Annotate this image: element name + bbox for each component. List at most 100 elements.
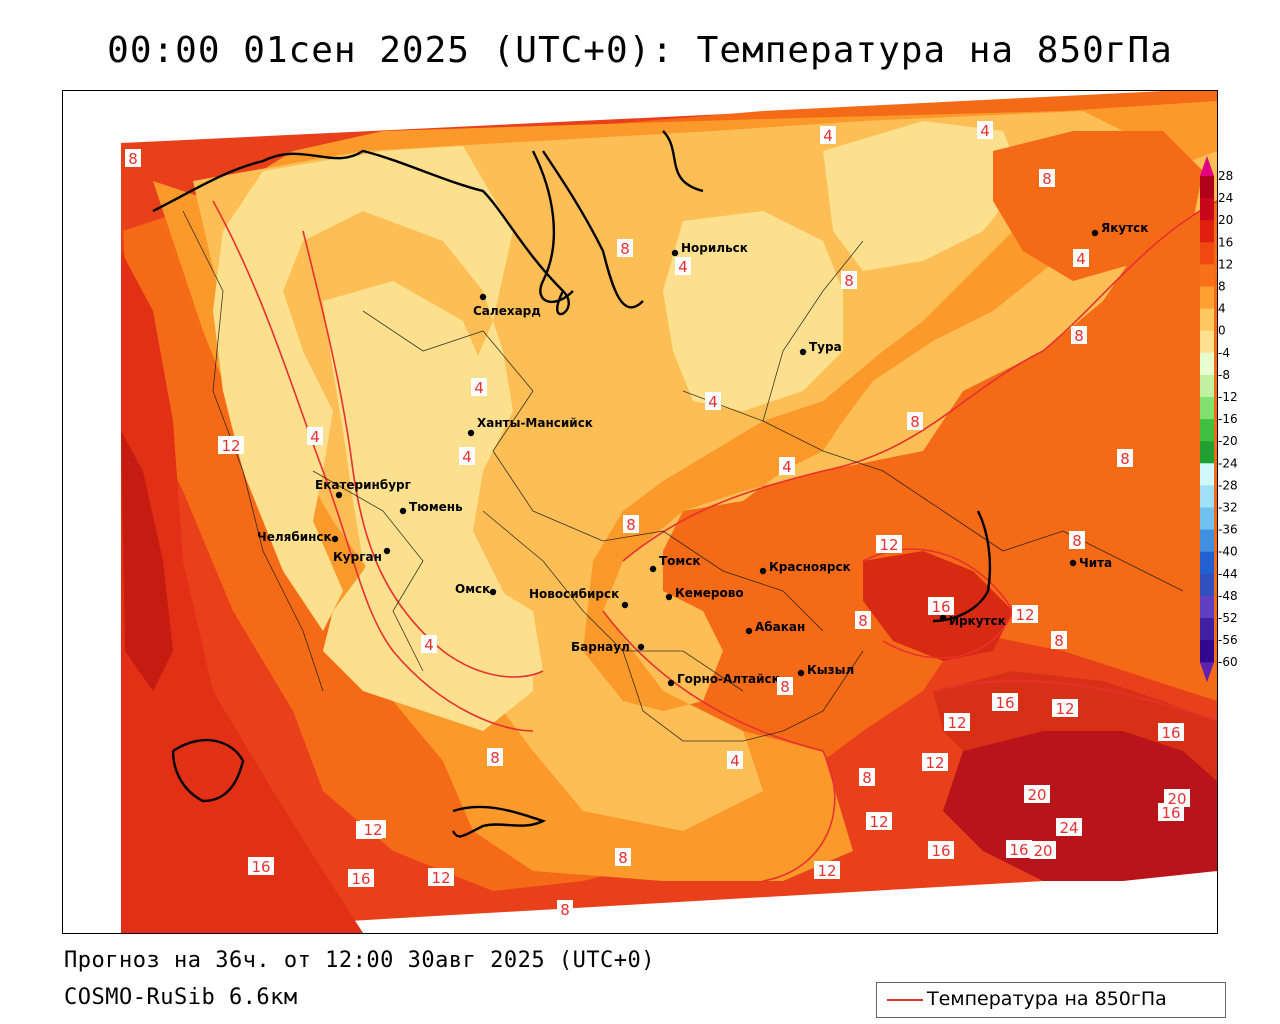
- isotherm-label: 8: [615, 848, 631, 867]
- isotherm-label-text: 8: [1072, 532, 1082, 550]
- isotherm-label-text: 8: [620, 240, 630, 258]
- isotherm-label-text: 12: [431, 869, 450, 887]
- city-barnaul: Барнаул: [571, 640, 645, 654]
- colorbar-segment: [1200, 441, 1214, 464]
- legend-label: Температура на 850гПа: [927, 988, 1167, 1010]
- isotherm-label-box: [1024, 785, 1050, 803]
- colorbar-segment: [1200, 286, 1214, 310]
- isotherm-label-box: [907, 412, 923, 430]
- isotherm-label-text: 4: [678, 258, 688, 276]
- zone-0-northeast: [823, 121, 1023, 271]
- isotherm-label: 4: [471, 378, 487, 397]
- colorbar-tick-label: -24: [1218, 456, 1238, 470]
- isotherm-label-text: 16: [351, 870, 370, 888]
- isotherm-label-box: [1164, 789, 1190, 807]
- colorbar-tick-label: 12: [1218, 257, 1233, 271]
- isotherm-label: 8: [1039, 169, 1055, 188]
- isotherm-label-box: [1069, 531, 1085, 549]
- city-chelyabinsk: Челябинск: [257, 530, 339, 544]
- isotherm-label-text: 4: [708, 393, 718, 411]
- zone-0-central: [323, 281, 543, 691]
- isotherm-label-text: 16: [1161, 804, 1180, 822]
- isotherm-label: 12: [876, 535, 902, 554]
- colorbar-tick-label: -4: [1218, 346, 1230, 360]
- isotherm-label-text: 4: [310, 428, 320, 446]
- isotherm-label-box: [727, 751, 743, 769]
- colorbar-tick-label: -48: [1218, 589, 1238, 603]
- zone-12-yakutsk: [993, 131, 1203, 281]
- lake-balkhash: [451, 805, 547, 838]
- colorbar-segment: [1200, 198, 1214, 221]
- isotherm-label-text: 8: [490, 749, 500, 767]
- isotherm-label-text: 8: [618, 849, 628, 867]
- city-label: Иркутск: [949, 614, 1006, 628]
- colorbar-tick-label: 8: [1218, 280, 1226, 294]
- city-dot: [489, 588, 497, 596]
- city-dot: [467, 429, 475, 437]
- isotherm-label: 16: [928, 597, 954, 616]
- isotherm-label: 4: [1073, 249, 1089, 268]
- city-norilsk: Норильск: [671, 241, 748, 257]
- arctic-coast: [152, 130, 704, 316]
- colorbar-bottom-arrow: [1200, 662, 1214, 683]
- colorbar-tick-label: 24: [1218, 191, 1233, 205]
- city-dot: [399, 507, 407, 515]
- city-dot: [665, 593, 673, 601]
- isotherm-label-text: 12: [817, 862, 836, 880]
- isotherm-label-box: [421, 635, 437, 653]
- city-irkutsk: Иркутск: [939, 614, 1006, 628]
- isotherm-label-text: 12: [363, 821, 382, 839]
- colorbar-segment: [1200, 419, 1214, 442]
- contour-4-west: [212, 200, 534, 732]
- isotherm-label-text: 8: [858, 612, 868, 630]
- zone-20-west: [121, 431, 173, 691]
- isotherm-label: 4: [727, 751, 743, 770]
- isotherm-label-text: 16: [251, 858, 270, 876]
- isotherm-label-box: [557, 900, 573, 918]
- colorbar-tick-label: 28: [1218, 169, 1233, 183]
- isotherm-label-text: 4: [823, 127, 833, 145]
- isotherm-label-text: 8: [1120, 450, 1130, 468]
- colorbar-segment: [1200, 463, 1214, 486]
- isotherm-label-text: 16: [931, 842, 950, 860]
- city-dot: [335, 491, 343, 499]
- city-label: Томск: [659, 554, 701, 568]
- isotherm-label-text: 16: [1009, 841, 1028, 859]
- isotherm-label-box: [1071, 326, 1087, 344]
- isotherm-label-text: 16: [1161, 724, 1180, 742]
- coastlines: [152, 130, 992, 838]
- isotherm-labels: 8 4 4 8 4 8 4 4 8 8 8 4 4 12 4 4 8 8 12 8 16 12 8 8 4 8 12 16 12 16 12…: [125, 121, 1190, 919]
- isotherm-label: 8: [557, 900, 573, 919]
- city-dot: [939, 614, 947, 622]
- city-novosibirsk: Новосибирск: [529, 587, 629, 609]
- colorbar-segment: [1200, 640, 1214, 663]
- isotherm-label: 20: [1024, 785, 1050, 804]
- isotherm-label-text: 8: [1074, 327, 1084, 345]
- colorbar-segment: [1200, 352, 1214, 376]
- isotherm-label: 8: [1069, 531, 1085, 550]
- isotherm-label: 16: [248, 857, 274, 876]
- isotherm-label: 8: [125, 149, 141, 168]
- isotherm-label: 8: [777, 677, 793, 696]
- contour-8-east: [602, 610, 836, 882]
- isotherm-label-box: [928, 841, 954, 859]
- colorbar-segment: [1200, 242, 1214, 265]
- city-khanty-mansiysk: Ханты-Мансийск: [467, 416, 593, 437]
- colorbar-tick-label: -60: [1218, 655, 1238, 669]
- isotherm-label-box: [1117, 449, 1133, 467]
- city-markers: Норильск Якутск Салехард Тура Ханты-Манс…: [257, 221, 1148, 687]
- isotherm-label-box: [471, 378, 487, 396]
- isotherm-label: 4: [779, 457, 795, 476]
- isotherm-label-text: 16: [995, 694, 1014, 712]
- isotherm-label: 4: [675, 257, 691, 276]
- city-dot: [745, 627, 753, 635]
- colorbar-tick-label: 20: [1218, 213, 1233, 227]
- isotherm-label: 8: [1071, 326, 1087, 345]
- isotherm-label: 12: [1012, 605, 1038, 624]
- city-label: Новосибирск: [529, 587, 619, 601]
- colorbar-tick-label: -8: [1218, 368, 1230, 382]
- isotherm-label-text: 8: [910, 413, 920, 431]
- isotherm-label: 12: [360, 820, 386, 839]
- colorbar-segment: [1200, 264, 1214, 287]
- colorbar-tick-label: -40: [1218, 545, 1238, 559]
